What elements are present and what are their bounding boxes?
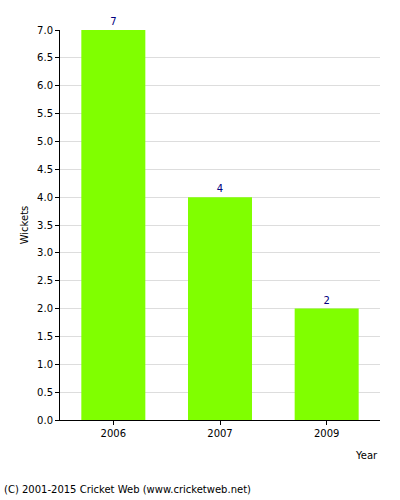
svg-text:Year: Year — [355, 450, 378, 461]
svg-text:4: 4 — [217, 183, 223, 194]
svg-text:6.0: 6.0 — [37, 80, 53, 91]
svg-text:2006: 2006 — [101, 428, 126, 439]
svg-text:1.0: 1.0 — [37, 359, 53, 370]
svg-text:5.0: 5.0 — [37, 136, 53, 147]
svg-text:2.0: 2.0 — [37, 303, 53, 314]
svg-text:4.0: 4.0 — [37, 192, 53, 203]
svg-text:(C) 2001-2015 Cricket Web (www: (C) 2001-2015 Cricket Web (www.cricketwe… — [4, 484, 251, 495]
svg-text:3.0: 3.0 — [37, 247, 53, 258]
svg-text:4.5: 4.5 — [37, 164, 53, 175]
svg-text:3.5: 3.5 — [37, 220, 53, 231]
svg-text:5.5: 5.5 — [37, 108, 53, 119]
svg-text:6.5: 6.5 — [37, 52, 53, 63]
svg-text:2.5: 2.5 — [37, 275, 53, 286]
svg-text:1.5: 1.5 — [37, 331, 53, 342]
svg-text:7: 7 — [110, 16, 116, 27]
svg-text:2: 2 — [323, 295, 329, 306]
svg-text:2007: 2007 — [207, 428, 232, 439]
svg-text:2009: 2009 — [314, 428, 339, 439]
svg-text:7.0: 7.0 — [37, 25, 53, 36]
svg-text:0.0: 0.0 — [37, 415, 53, 426]
svg-text:Wickets: Wickets — [19, 206, 30, 245]
svg-text:0.5: 0.5 — [37, 387, 53, 398]
